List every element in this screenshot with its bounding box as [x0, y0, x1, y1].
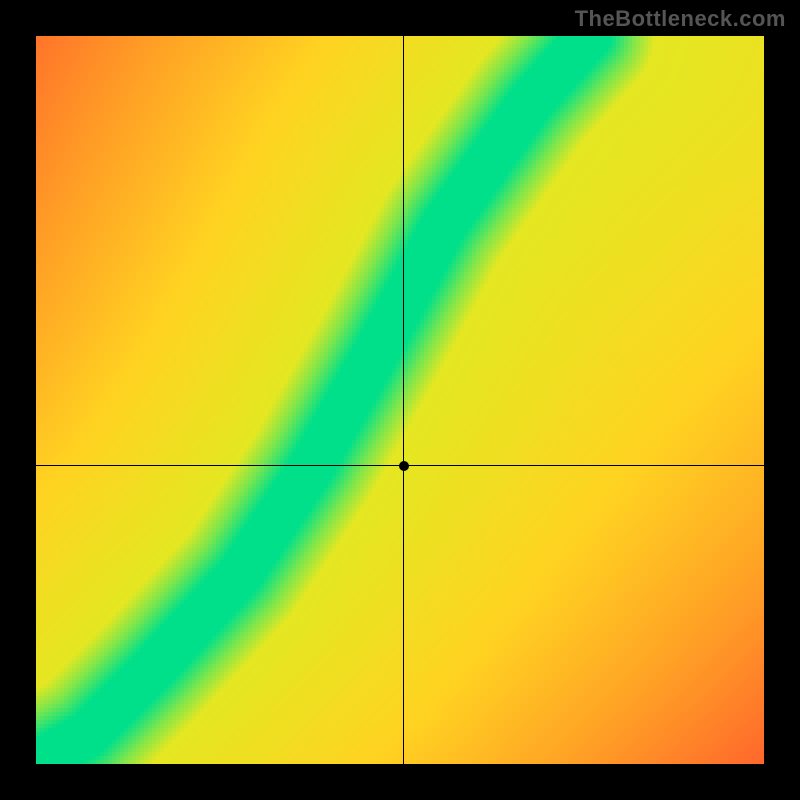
- heatmap-canvas: [36, 36, 764, 764]
- heatmap-plot: [36, 36, 764, 764]
- watermark-text: TheBottleneck.com: [575, 6, 786, 32]
- crosshair-vertical: [403, 36, 404, 764]
- crosshair-marker[interactable]: [399, 461, 409, 471]
